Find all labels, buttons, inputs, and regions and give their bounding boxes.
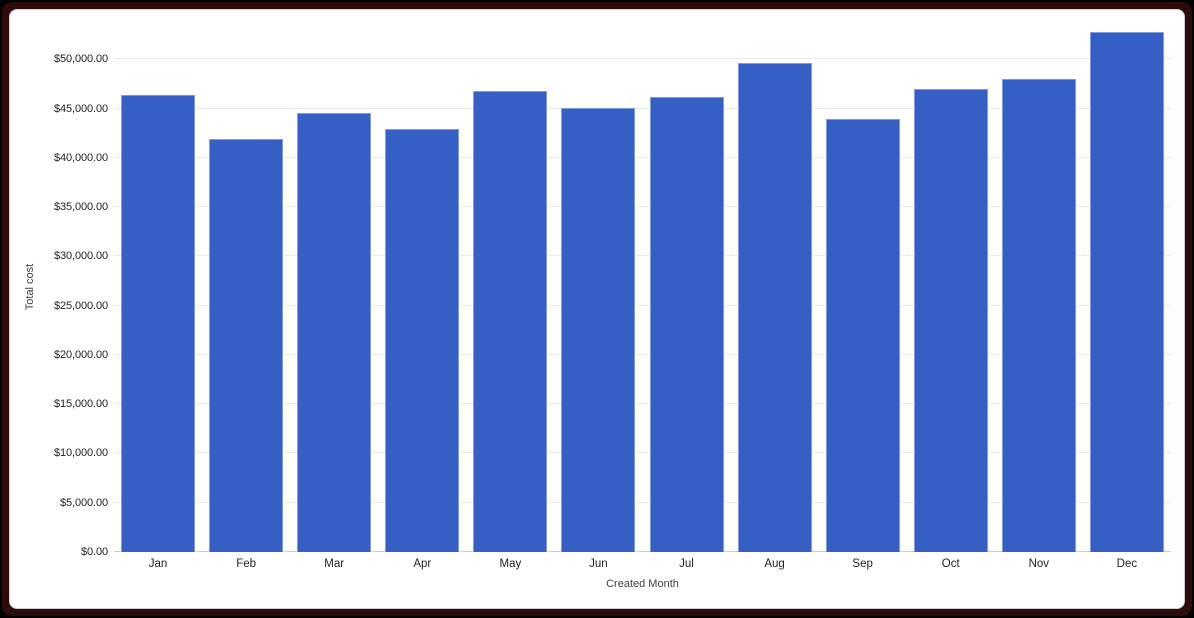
gridline	[114, 452, 1171, 454]
bar-band	[995, 10, 1083, 552]
y-tick-label: $40,000.00	[53, 151, 108, 164]
bar-band	[731, 10, 819, 552]
bar-apr[interactable]	[385, 129, 460, 552]
x-tick-label-oct: Oct	[941, 558, 960, 570]
x-tick-label-mar: Mar	[324, 558, 345, 570]
x-tick-label-jul: Jul	[679, 558, 694, 570]
y-tick-label: $5,000.00	[59, 496, 108, 509]
x-axis-tick-labels: Jan Feb Mar Apr May Jun Jul Aug Sep Oct Nov Dec	[114, 556, 1171, 572]
gridline	[114, 58, 1171, 60]
bar-oct[interactable]	[913, 88, 988, 552]
bar-dec[interactable]	[1089, 31, 1164, 552]
y-tick-label: $25,000.00	[53, 299, 108, 312]
bar-jul[interactable]	[649, 96, 724, 552]
bar-band	[114, 10, 202, 552]
gridline	[114, 403, 1171, 405]
y-tick-label: $20,000.00	[53, 348, 108, 361]
x-tick-label-feb: Feb	[236, 558, 257, 570]
y-axis-tick-labels: $0.00 $5,000.00 $10,000.00 $15,000.00 $20,00…	[10, 10, 108, 558]
y-tick-label: $15,000.00	[53, 398, 108, 411]
bar-band	[466, 10, 554, 552]
bar-sep[interactable]	[825, 119, 900, 552]
bar-band	[642, 10, 730, 552]
gridline	[114, 304, 1171, 306]
gridline	[114, 156, 1171, 158]
gridline	[114, 353, 1171, 355]
bar-jun[interactable]	[561, 107, 636, 552]
gridlines	[114, 10, 1171, 552]
gridline	[114, 107, 1171, 109]
x-tick-label-apr: Apr	[413, 558, 432, 570]
bar-feb[interactable]	[209, 139, 284, 552]
bar-aug[interactable]	[737, 63, 812, 552]
bar-band	[907, 10, 995, 552]
bar-jan[interactable]	[121, 94, 196, 552]
bar-may[interactable]	[473, 90, 548, 552]
plot-area	[114, 10, 1171, 552]
gridline	[114, 255, 1171, 257]
bar-band	[378, 10, 466, 552]
x-tick-label-aug: Aug	[764, 558, 785, 570]
bar-series	[114, 10, 1171, 552]
bar-nov[interactable]	[1001, 78, 1076, 552]
y-tick-label: $10,000.00	[53, 447, 108, 460]
x-tick-label-may: May	[499, 558, 522, 570]
y-tick-label: $0.00	[80, 546, 108, 558]
bar-mar[interactable]	[297, 113, 372, 552]
bar-band	[202, 10, 290, 552]
y-tick-label: $50,000.00	[53, 53, 108, 66]
x-tick-label-jun: Jun	[589, 558, 608, 570]
bar-band	[819, 10, 907, 552]
x-tick-label-jan: Jan	[148, 558, 168, 570]
x-axis-baseline	[114, 551, 1171, 552]
y-tick-label: $45,000.00	[53, 102, 108, 115]
bar-band	[290, 10, 378, 552]
bar-band	[1083, 10, 1171, 552]
y-tick-label: $35,000.00	[53, 201, 108, 214]
gridline	[114, 206, 1171, 208]
gridline	[114, 501, 1171, 503]
y-tick-label: $30,000.00	[53, 250, 108, 263]
bar-band	[554, 10, 642, 552]
chart-card: Total cost $0.00 $5,000.00 $10,000.00 $15,0…	[10, 10, 1184, 608]
x-tick-label-sep: Sep	[852, 558, 873, 570]
x-axis-title: Created Month	[606, 578, 679, 590]
x-tick-label-nov: Nov	[1028, 558, 1050, 570]
x-tick-label-dec: Dec	[1116, 558, 1138, 570]
